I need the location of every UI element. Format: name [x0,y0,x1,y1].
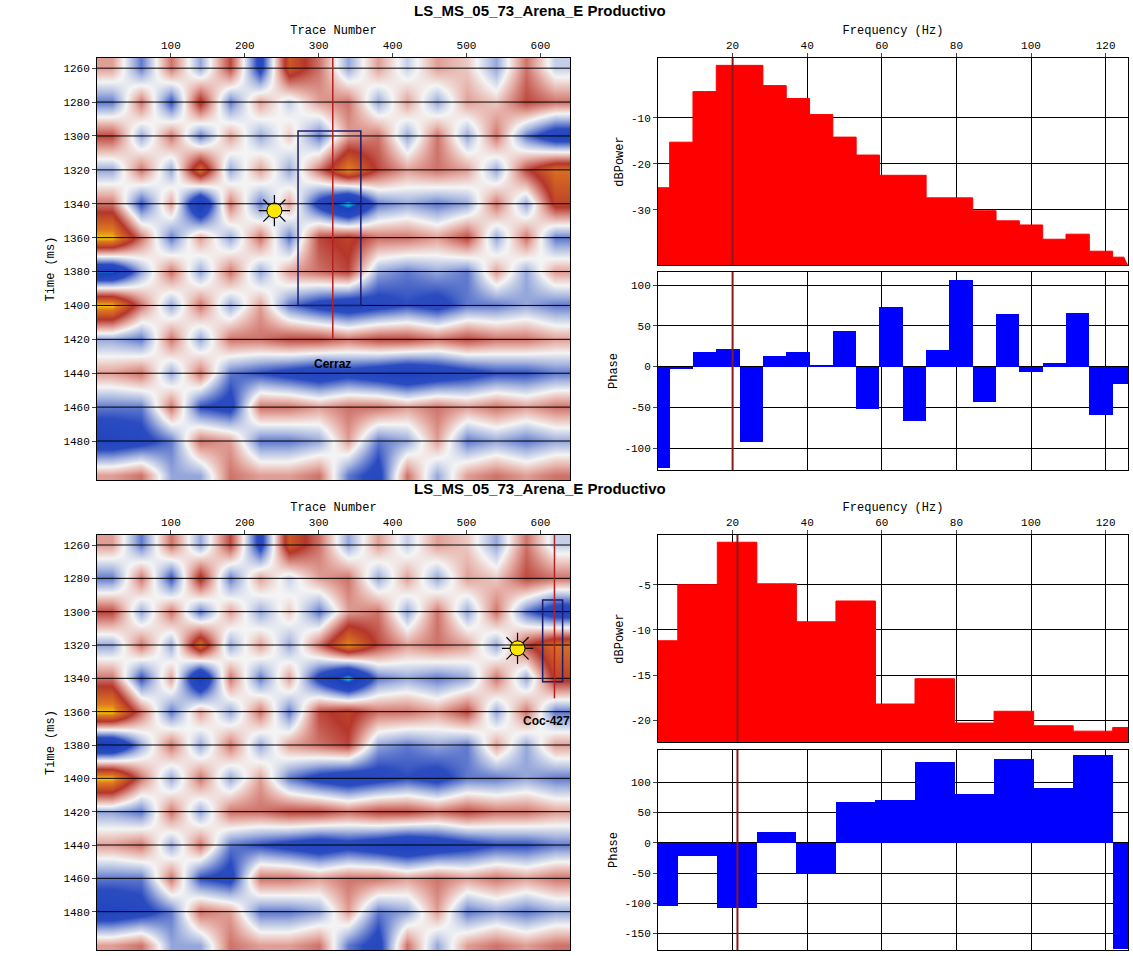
svg-text:-20: -20 [631,159,651,171]
svg-text:Frequency (Hz): Frequency (Hz) [843,501,944,515]
svg-text:1300: 1300 [63,131,89,143]
svg-text:100: 100 [1021,40,1041,52]
svg-text:-10: -10 [631,113,651,125]
svg-text:1420: 1420 [63,807,89,819]
svg-text:-50: -50 [631,402,651,414]
svg-text:-5: -5 [638,580,651,592]
svg-text:-15: -15 [631,670,651,682]
svg-text:60: 60 [875,517,888,529]
svg-text:Phase: Phase [607,832,621,868]
svg-text:80: 80 [950,40,963,52]
svg-text:120: 120 [1096,40,1116,52]
svg-text:1400: 1400 [63,300,89,312]
svg-text:50: 50 [638,807,651,819]
svg-text:1360: 1360 [63,233,89,245]
svg-text:1340: 1340 [63,673,89,685]
svg-text:Frequency (Hz): Frequency (Hz) [843,24,944,38]
svg-text:80: 80 [950,517,963,529]
svg-text:100: 100 [1021,517,1041,529]
svg-text:Trace Number: Trace Number [290,24,376,38]
svg-text:300: 300 [309,40,329,52]
svg-text:120: 120 [1096,517,1116,529]
svg-text:200: 200 [235,40,255,52]
svg-text:1260: 1260 [63,540,89,552]
svg-text:-50: -50 [631,868,651,880]
svg-text:400: 400 [383,40,403,52]
svg-text:0: 0 [644,361,651,373]
svg-text:1440: 1440 [63,368,89,380]
svg-text:LS_MS_05_73_Arena_E Productivo: LS_MS_05_73_Arena_E Productivo [414,2,666,19]
svg-text:100: 100 [631,777,651,789]
svg-text:100: 100 [161,517,181,529]
svg-text:dBPower: dBPower [613,613,627,663]
svg-text:500: 500 [457,517,477,529]
svg-text:40: 40 [801,40,814,52]
svg-text:Coc-427: Coc-427 [523,714,570,728]
svg-text:1380: 1380 [63,740,89,752]
svg-text:LS_MS_05_73_Arena_E Productivo: LS_MS_05_73_Arena_E Productivo [414,480,666,497]
svg-text:Time (ms): Time (ms) [44,710,58,775]
svg-text:Phase: Phase [607,353,621,389]
svg-text:Time (ms): Time (ms) [44,237,58,302]
svg-text:300: 300 [309,517,329,529]
svg-text:20: 20 [726,40,739,52]
svg-text:20: 20 [726,517,739,529]
svg-text:0: 0 [644,838,651,850]
svg-text:1280: 1280 [63,573,89,585]
svg-text:1460: 1460 [63,402,89,414]
svg-text:600: 600 [531,40,551,52]
svg-text:1320: 1320 [63,640,89,652]
svg-text:-100: -100 [624,898,650,910]
svg-text:-30: -30 [631,205,651,217]
svg-text:1420: 1420 [63,334,89,346]
svg-text:40: 40 [801,517,814,529]
svg-text:50: 50 [638,321,651,333]
svg-text:1300: 1300 [63,607,89,619]
svg-text:1320: 1320 [63,165,89,177]
svg-text:dBPower: dBPower [613,136,627,186]
svg-text:-20: -20 [631,715,651,727]
svg-text:1360: 1360 [63,707,89,719]
svg-text:Trace Number: Trace Number [290,501,376,515]
svg-text:1260: 1260 [63,63,89,75]
svg-text:1480: 1480 [63,907,89,919]
svg-text:Cerraz: Cerraz [314,357,351,371]
svg-text:1480: 1480 [63,436,89,448]
svg-text:500: 500 [457,40,477,52]
svg-text:200: 200 [235,517,255,529]
svg-text:1400: 1400 [63,773,89,785]
svg-text:60: 60 [875,40,888,52]
svg-text:-100: -100 [624,443,650,455]
svg-text:1460: 1460 [63,873,89,885]
svg-text:-150: -150 [624,928,650,940]
svg-text:1280: 1280 [63,97,89,109]
svg-text:1440: 1440 [63,840,89,852]
svg-text:400: 400 [383,517,403,529]
svg-text:600: 600 [531,517,551,529]
svg-text:-10: -10 [631,625,651,637]
svg-text:1340: 1340 [63,199,89,211]
svg-text:1380: 1380 [63,266,89,278]
svg-text:100: 100 [161,40,181,52]
svg-text:100: 100 [631,280,651,292]
